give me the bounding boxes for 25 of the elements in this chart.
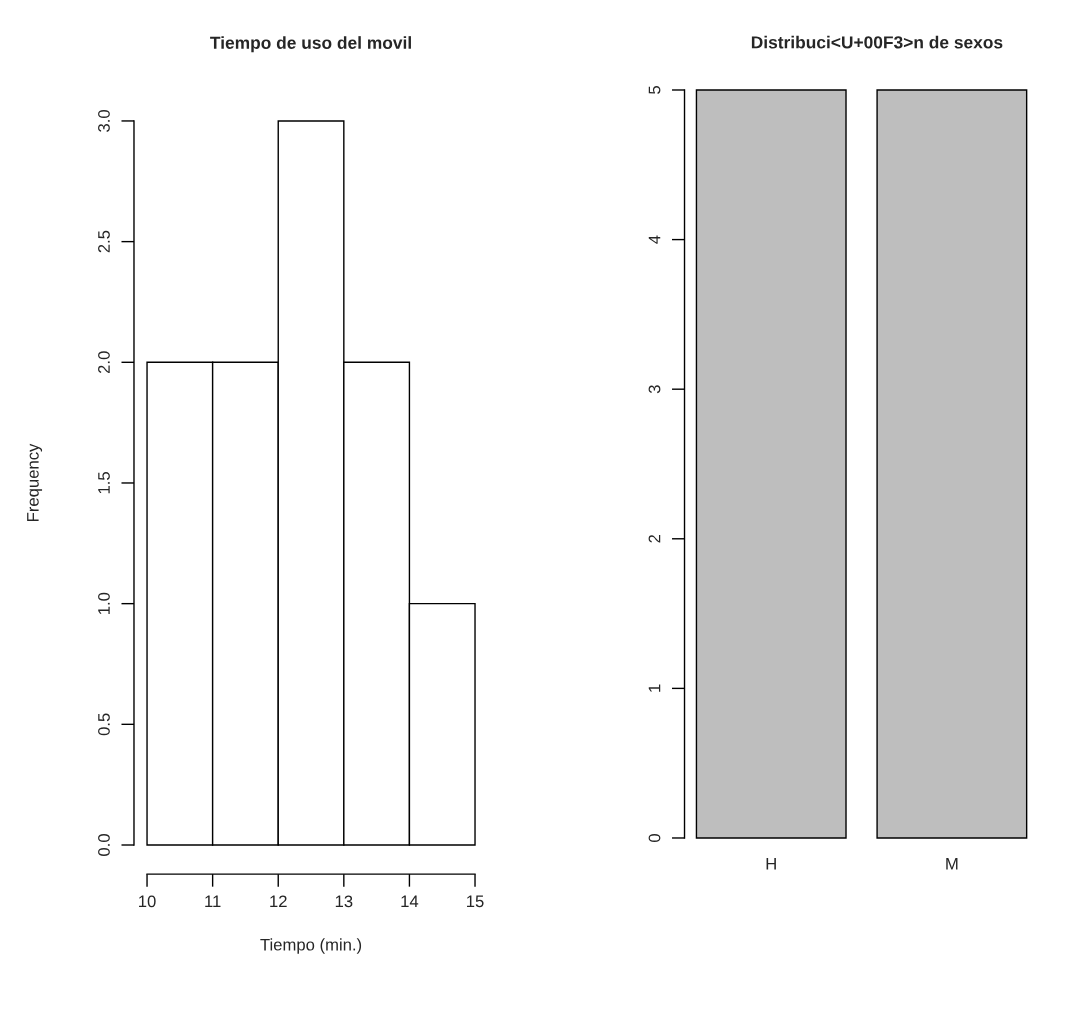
- x-tick-label: H: [766, 858, 776, 870]
- chart-title: Distribuci<U+00F3>n de sexos: [751, 35, 1003, 49]
- x-tick-label: 11: [205, 895, 221, 908]
- y-tick-label: 2.0: [98, 351, 110, 374]
- x-tick-label: 14: [401, 895, 419, 908]
- y-tick-label: 4: [648, 235, 661, 244]
- y-tick-label: 1: [648, 684, 661, 692]
- x-tick-label: M: [946, 858, 958, 870]
- x-tick-label: 13: [335, 895, 353, 908]
- y-tick-label: 2.5: [98, 230, 110, 253]
- y-tick-label: 0.5: [98, 713, 110, 736]
- y-axis-title: Frequency: [27, 443, 43, 521]
- x-tick-label: 15: [467, 895, 484, 908]
- y-tick-label: 2: [648, 534, 661, 543]
- x-tick-label: 10: [139, 895, 156, 908]
- y-tick-label: 3: [648, 385, 661, 394]
- y-tick-label: 0.0: [98, 834, 110, 856]
- y-tick-label: 0: [648, 834, 661, 842]
- x-tick-label: 12: [270, 895, 287, 908]
- y-tick-label: 3.0: [98, 110, 110, 132]
- y-tick-label: 5: [648, 86, 661, 94]
- y-tick-label: 1.5: [98, 472, 110, 494]
- x-axis-title: Tiempo (min.): [260, 938, 362, 954]
- chart-title: Tiempo de uso del movil: [210, 36, 411, 53]
- y-tick-label: 1.0: [98, 592, 110, 614]
